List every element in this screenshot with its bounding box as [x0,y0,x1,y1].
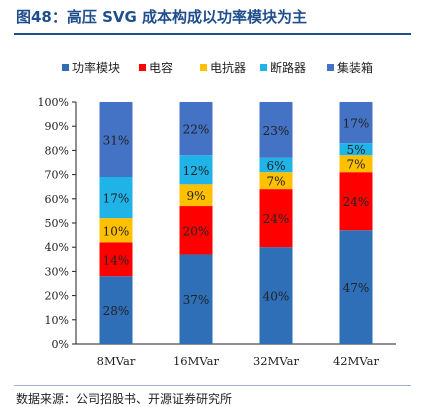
legend-label-1: 电容 [149,60,173,75]
x-category-label: 42MVar [333,354,380,368]
y-tick-label: 90% [45,120,69,133]
bar-segment [259,172,293,190]
bar-segment [179,102,213,156]
data-label: 31% [103,134,130,148]
legend-swatch-4 [327,64,334,71]
data-label: 20% [183,224,210,238]
axes: 0% 10% 20% 30% 40% 50% 60% 70% 80% 90% 100% [38,96,396,351]
bar-segment [99,102,133,178]
data-label: 12% [183,164,210,178]
data-label: 22% [183,123,210,137]
bar-segment [179,254,213,344]
legend-label-2: 电抗器 [210,60,246,75]
bar-segment [179,184,213,207]
bar-segment [259,102,293,158]
legend-swatch-1 [139,64,146,71]
data-label: 17% [343,117,370,131]
bar-segment [179,206,213,255]
data-label: 47% [343,281,370,295]
data-label: 14% [103,253,130,267]
bar-segment [99,177,133,219]
y-tick-label: 0% [52,338,69,351]
legend-label-3: 断路器 [270,60,306,75]
bar-segment [179,155,213,185]
chart-title: 图48：高压 SVG 成本构成以功率模块为主 [16,8,308,26]
bar-segment [339,155,373,173]
legend-swatch-0 [62,64,69,71]
data-label: 7% [266,175,285,189]
bar-segment [259,189,293,248]
legend-label-0: 功率模块 [72,60,120,75]
y-tick-label: 60% [45,193,69,206]
stacked-bar-chart: 功率模块 电容 电抗器 断路器 集装箱 0% 10% 20% 30% 40% 50% 60% 70% 8… [38,60,396,368]
data-label: 28% [103,304,130,318]
legend: 功率模块 电容 电抗器 断路器 集装箱 [62,60,373,75]
title-rule [14,33,411,35]
x-category-label: 16MVar [173,354,220,368]
source-rule [14,385,411,386]
y-tick-label: 10% [45,314,69,327]
bar-segment [99,242,133,277]
legend-label-4: 集装箱 [337,60,373,75]
bar-segment [339,172,373,231]
y-tick-label: 40% [45,241,69,254]
source-note: 数据来源：公司招股书、开源证券研究所 [16,392,233,406]
data-label: 10% [103,224,130,238]
data-label: 40% [263,290,290,304]
data-label: 7% [346,158,365,172]
data-label: 9% [186,189,205,203]
y-tick-label: 70% [45,169,69,182]
data-label: 5% [346,143,365,157]
x-category-label: 32MVar [253,354,300,368]
bar-segment [339,143,373,156]
y-tick-label: 30% [45,265,69,278]
bar-segment [339,230,373,344]
bar-segment [339,102,373,144]
legend-swatch-2 [200,64,207,71]
y-tick-label: 20% [45,290,69,303]
y-tick-label: 80% [45,144,69,157]
data-label: 23% [263,124,290,138]
y-tick-label: 100% [38,96,69,109]
data-label: 24% [263,212,290,226]
x-category-label: 8MVar [97,354,136,368]
legend-swatch-3 [260,64,267,71]
bar-segment [99,218,133,243]
y-tick-label: 50% [45,217,69,230]
data-label: 17% [103,192,130,206]
data-label: 24% [343,195,370,209]
data-label: 6% [266,159,285,173]
bars: 28% 14% 10% 17% 31% 8MVar 37% 20% 9% 12% 22% 16MVar… [97,102,380,368]
bar-segment [99,276,133,344]
bar-segment [259,157,293,173]
data-label: 37% [183,293,210,307]
bar-segment [259,247,293,344]
